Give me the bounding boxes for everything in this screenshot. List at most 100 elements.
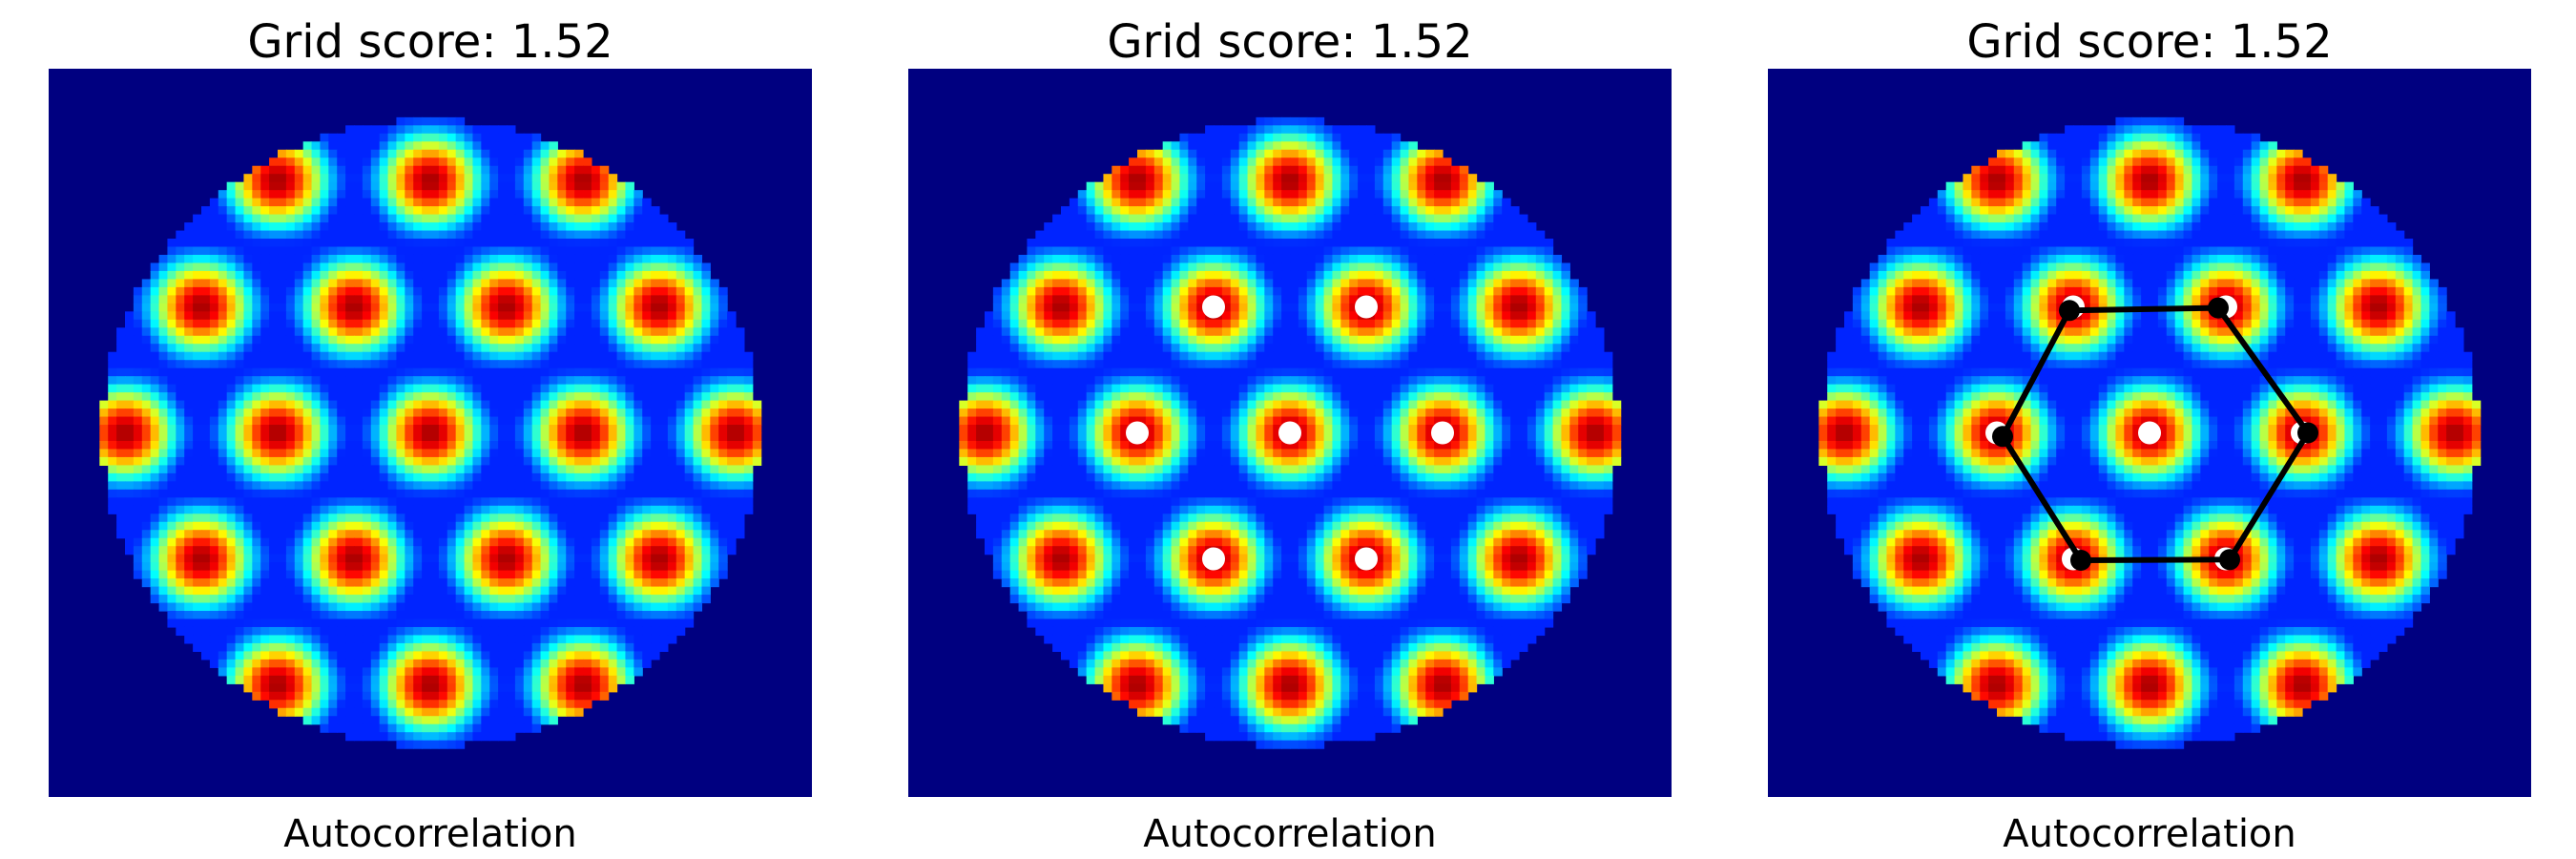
heatmap-cell [370,125,381,135]
heatmap-cell [549,222,558,232]
heatmap-cell [370,230,381,240]
heatmap-cell [684,295,695,304]
heatmap-cell [396,691,405,701]
heatmap-cell [320,578,329,588]
heatmap-cell [320,642,329,652]
heatmap-cell [294,246,304,256]
heatmap-cell [413,513,423,523]
heatmap-cell [667,635,677,644]
heatmap-cell [422,246,431,256]
heatmap-cell [591,667,601,677]
heatmap-cell [1450,174,1461,183]
heatmap-cell [608,270,618,281]
heatmap-cell [651,472,660,482]
heatmap-cell [302,472,313,482]
heatmap-cell [481,425,490,434]
heatmap-cell [243,586,253,596]
heatmap-cell [362,432,372,442]
heatmap-cell [125,327,135,337]
heatmap-cell [320,481,329,491]
heatmap-cell [642,286,652,296]
heatmap-cell [320,675,329,684]
heatmap-cell [710,376,719,386]
heatmap-cell [464,214,474,223]
heatmap-cell [642,335,652,345]
heatmap-cell [370,416,381,426]
heatmap-cell [405,489,414,498]
heatmap-cell [608,595,618,604]
heatmap-cell [464,602,474,612]
heatmap-cell [1281,116,1291,126]
heatmap-cell [574,286,584,296]
heatmap-cell [201,416,211,426]
heatmap-cell [387,432,398,442]
heatmap-cell [320,530,329,539]
heatmap-cell [523,651,533,660]
heatmap-cell [116,432,126,442]
heatmap-cell [684,327,695,337]
heatmap-cell [226,198,237,207]
heatmap-cell [345,174,355,183]
heatmap-cell [294,425,304,434]
heatmap-cell [141,344,152,353]
heatmap-cell [710,489,719,498]
heatmap-cell [362,181,372,191]
heatmap-cell [1238,181,1249,191]
heatmap-cell [430,149,440,158]
heatmap-cell [337,562,346,572]
heatmap-cell [472,537,482,547]
heatmap-cell [583,554,592,563]
heatmap-cell [370,165,381,175]
heatmap-cell [743,367,754,377]
heatmap-cell [540,456,551,467]
heatmap-cell [387,489,398,498]
heatmap-cell [379,344,389,353]
heatmap-cell [1145,165,1155,175]
heatmap-cell [498,626,508,637]
heatmap-cell [507,586,516,596]
heatmap-cell [345,659,355,668]
heatmap-cell [447,198,457,207]
heatmap-cell [1306,165,1317,175]
heatmap-cell [616,230,627,240]
heatmap-cell [472,384,482,393]
heatmap-cell [269,425,279,434]
heatmap-cell [337,595,346,604]
heatmap-cell [675,335,686,345]
heatmap-cell [302,344,313,353]
heatmap-cell [667,392,677,402]
heatmap-cell [158,416,169,426]
heatmap-cell [176,595,185,604]
heatmap-cell [311,456,322,467]
heatmap-cell [396,432,405,442]
heatmap-cell [354,125,364,135]
heatmap-cell [591,618,601,628]
heatmap-cell [651,214,660,223]
heatmap-cell [549,344,558,353]
heatmap-cell [133,562,143,572]
heatmap-cell [252,440,261,450]
heatmap-cell [302,149,313,158]
heatmap-cell [430,319,440,328]
heatmap-cell [472,521,482,531]
heatmap-cell [328,279,338,288]
heatmap-cell [328,133,338,142]
heatmap-cell [243,246,253,256]
heatmap-cell [651,554,660,563]
heatmap-cell [1196,165,1206,175]
heatmap-cell [235,602,245,612]
heatmap-cell [278,489,287,498]
heatmap-cell [693,303,703,312]
heatmap-cell [209,554,219,563]
heatmap-cell [583,546,592,555]
heatmap-cell [209,311,219,321]
heatmap-cell [252,586,261,596]
heatmap-cell [379,595,389,604]
heatmap-cell [413,700,423,709]
heatmap-cell [616,562,627,572]
heatmap-cell [370,530,381,539]
heatmap-cell [642,319,652,328]
heatmap-cell [599,409,610,418]
heatmap-cell [193,432,202,442]
heatmap-cell [184,400,194,409]
